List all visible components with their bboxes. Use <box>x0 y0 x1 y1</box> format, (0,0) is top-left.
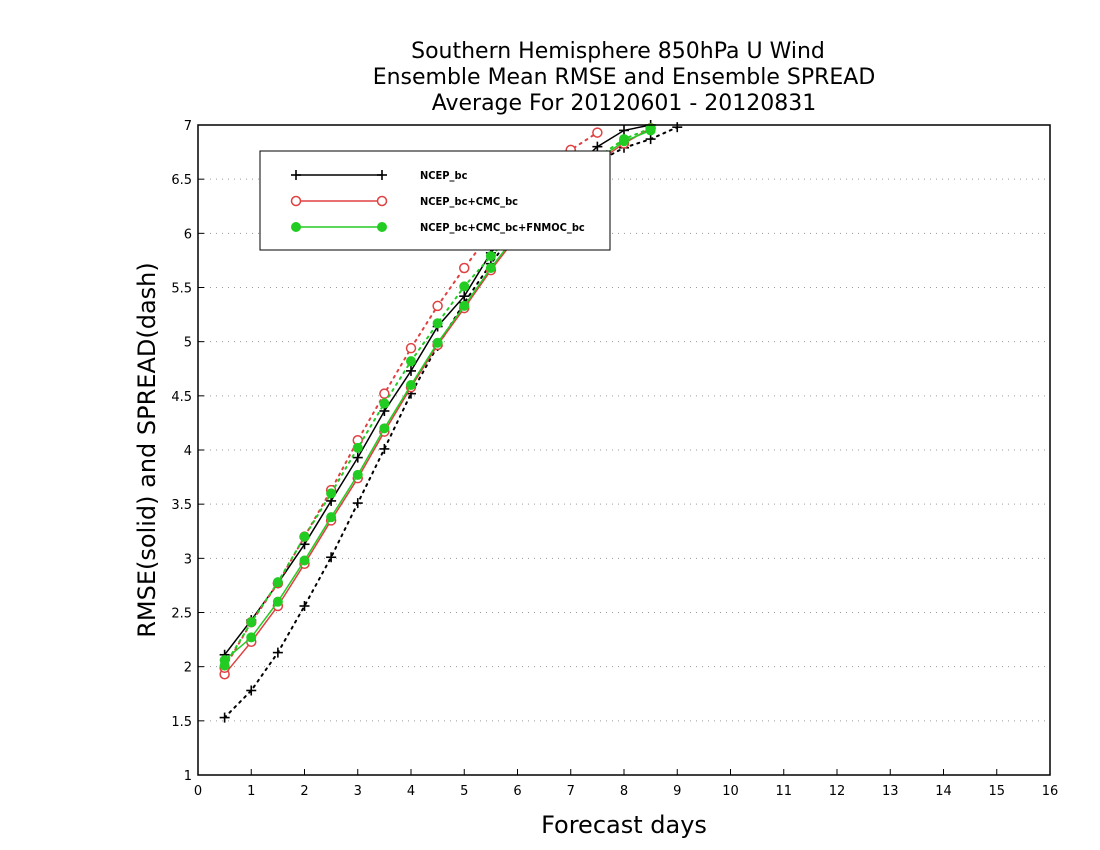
y-axis-ticks: 1 1.5 2 2.5 3 3.5 4 4.5 5 5.5 6 6.5 7 <box>171 119 204 784</box>
ncep-bc-cmc-bc-spread-circle-marker <box>432 300 443 312</box>
ncep-bc-cmc-bc-spread-circle-marker <box>459 262 470 274</box>
legend-end-plus-marker <box>377 170 387 180</box>
x-tick-label: 12 <box>829 784 846 799</box>
ncep-bc-cmc-bc-fnmoc-bc-rmse-dot-marker <box>379 423 390 434</box>
ncep-bc-rmse-plus-marker <box>592 141 603 152</box>
legend-start-dot-marker <box>291 222 301 232</box>
ncep-bc-rmse-plus-marker <box>406 365 416 376</box>
legend-item-ncep-bc-cmc-bc: NCEP_bc+CMC_bc <box>290 195 518 208</box>
ncep-bc-spread-plus-marker <box>379 443 390 454</box>
chart-title-line-3: Average For 20120601 - 20120831 <box>432 91 817 116</box>
y-tick-label: 5 <box>184 336 192 351</box>
chart-title-line-1: Southern Hemisphere 850hPa U Wind <box>411 39 825 64</box>
ncep-bc-cmc-bc-fnmoc-bc-spread-dot-marker <box>219 660 230 671</box>
y-tick-label: 4 <box>184 444 192 459</box>
y-tick-label: 2 <box>184 661 192 676</box>
y-axis-label: RMSE(solid) and SPREAD(dash) <box>133 262 161 638</box>
y-tick-label: 3 <box>184 552 192 567</box>
ncep-bc-spread-plus-marker <box>352 498 363 509</box>
x-tick-label: 13 <box>882 784 899 799</box>
x-tick-label: 1 <box>247 784 255 799</box>
ncep-bc-spread-plus-marker <box>219 712 230 723</box>
ncep-bc-cmc-bc-fnmoc-bc-rmse-dot-marker <box>432 337 443 348</box>
x-tick-label: 15 <box>988 784 1005 799</box>
ncep-bc-cmc-bc-fnmoc-bc-spread-dot-marker <box>379 398 390 409</box>
ncep-bc-cmc-bc-fnmoc-bc-spread-dot-marker <box>619 134 629 145</box>
ncep-bc-spread-plus-marker <box>326 552 337 563</box>
legend-item-ncep-bc-cmc-bc-fnmoc-bc: NCEP_bc+CMC_bc+FNMOC_bc <box>291 221 585 234</box>
ncep-bc-cmc-bc-fnmoc-bc-spread-dot-marker <box>326 488 337 499</box>
ncep-bc-cmc-bc-fnmoc-bc-spread-dot-marker <box>406 356 416 367</box>
ncep-bc-cmc-bc-fnmoc-bc-rmse-dot-marker <box>272 596 283 607</box>
y-tick-label: 6 <box>184 227 192 242</box>
x-axis-ticks: 0 1 2 3 4 5 6 7 8 9 10 11 12 13 14 15 16 <box>194 769 1058 799</box>
x-tick-label: 6 <box>513 784 521 799</box>
y-tick-label: 2.5 <box>171 607 192 622</box>
x-tick-label: 2 <box>300 784 308 799</box>
y-tick-label: 7 <box>184 119 192 134</box>
ncep-bc-cmc-bc-fnmoc-bc-rmse-dot-marker <box>485 263 496 273</box>
x-tick-label: 16 <box>1042 784 1059 799</box>
legend-label: NCEP_bc+CMC_bc <box>420 195 518 208</box>
ncep-bc-cmc-bc-fnmoc-bc-rmse-dot-marker <box>246 632 257 643</box>
y-tick-label: 6.5 <box>171 173 192 188</box>
legend-start-circle-marker <box>290 195 302 207</box>
ncep-bc-spread-plus-marker <box>246 685 257 696</box>
ncep-bc-cmc-bc-fnmoc-bc-rmse-dot-marker <box>299 555 310 566</box>
y-tick-label: 1.5 <box>171 715 192 730</box>
legend: NCEP_bc NCEP_bc+CMC_bc NCEP_bc+CMC_bc+FNMO… <box>259 150 611 251</box>
chart-title-line-2: Ensemble Mean RMSE and Ensemble SPREAD <box>373 65 876 90</box>
legend-item-ncep-bc: NCEP_bc <box>291 169 468 182</box>
ncep-bc-cmc-bc-fnmoc-bc-rmse-dot-marker <box>352 469 363 480</box>
x-tick-label: 5 <box>460 784 468 799</box>
y-tick-label: 3.5 <box>171 498 192 513</box>
ncep-bc-cmc-bc-fnmoc-bc-spread-dot-marker <box>459 281 470 292</box>
y-tick-label: 4.5 <box>171 390 192 405</box>
ncep-bc-cmc-bc-fnmoc-bc-rmse-dot-marker <box>326 512 337 523</box>
ncep-bc-cmc-bc-fnmoc-bc-spread-dot-marker <box>272 577 283 588</box>
ncep-bc-cmc-bc-fnmoc-bc-spread-dot-marker <box>645 123 656 134</box>
grid-lines <box>198 178 1050 722</box>
legend-label: NCEP_bc <box>420 169 468 182</box>
x-tick-label: 14 <box>935 784 952 799</box>
ncep-bc-cmc-bc-spread-circle-marker <box>592 127 603 138</box>
ncep-bc-spread-plus-marker <box>672 122 683 133</box>
x-tick-label: 8 <box>620 784 628 799</box>
y-tick-label: 1 <box>184 769 192 784</box>
ncep-bc-cmc-bc-fnmoc-bc-spread-dot-marker <box>352 442 363 453</box>
x-tick-label: 7 <box>567 784 575 799</box>
x-axis-label: Forecast days <box>541 811 707 839</box>
ncep-bc-cmc-bc-fnmoc-bc-spread-dot-marker <box>432 318 443 329</box>
ncep-bc-rmse-plus-marker <box>352 452 363 463</box>
ncep-bc-cmc-bc-fnmoc-bc-spread-dot-marker <box>299 531 310 542</box>
legend-end-dot-marker <box>377 222 387 232</box>
legend-start-plus-marker <box>291 170 301 180</box>
x-tick-label: 9 <box>673 784 681 799</box>
x-tick-label: 11 <box>775 784 792 799</box>
ncep-bc-spread-plus-marker <box>645 134 656 145</box>
x-tick-label: 0 <box>194 784 202 799</box>
y-tick-label: 5.5 <box>171 282 192 297</box>
ncep-bc-cmc-bc-fnmoc-bc-rmse-dot-marker <box>459 300 470 311</box>
legend-end-circle-marker <box>376 195 388 207</box>
legend-label: NCEP_bc+CMC_bc+FNMOC_bc <box>420 221 585 234</box>
ncep-bc-spread-plus-marker <box>272 647 283 658</box>
ncep-bc-cmc-bc-fnmoc-bc-spread-dot-marker <box>246 617 257 628</box>
ncep-bc-cmc-bc-fnmoc-bc-rmse-dot-marker <box>406 380 416 390</box>
x-tick-label: 3 <box>354 784 362 799</box>
ncep-bc-cmc-bc-spread-circle-marker <box>379 388 390 399</box>
ncep-bc-rmse-plus-marker <box>619 125 629 136</box>
ncep-bc-cmc-bc-fnmoc-bc-spread-dot-marker <box>485 251 496 262</box>
ncep-bc-spread-plus-marker <box>299 601 310 611</box>
chart-title: Southern Hemisphere 850hPa U Wind Ensemb… <box>373 39 876 116</box>
x-tick-label: 10 <box>722 784 739 799</box>
ncep-bc-cmc-bc-spread-circle-marker <box>405 342 417 354</box>
x-tick-label: 4 <box>407 784 415 799</box>
